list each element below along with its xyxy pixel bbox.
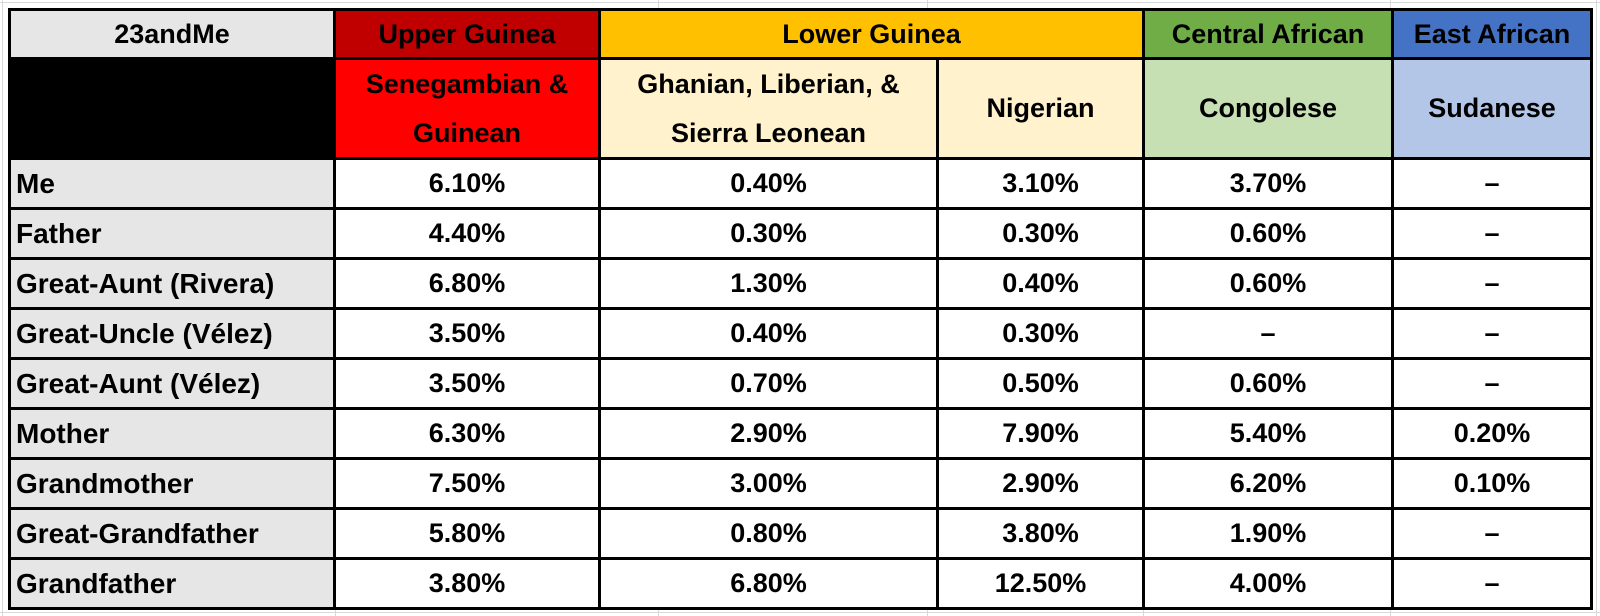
gridline-stub (927, 608, 928, 616)
row-label: Grandmother (8, 457, 336, 511)
value-cell: 0.10% (1391, 457, 1594, 511)
row-label: Great-Grandfather (8, 507, 336, 561)
gridline-stub (1390, 0, 1391, 8)
table-row: Grandmother 7.50% 3.00% 2.90% 6.20% 0.10… (8, 457, 1594, 511)
corner-cell (8, 56, 336, 161)
value-cell: – (1391, 507, 1594, 561)
gridline-bottom (0, 612, 1600, 613)
column-senegambian-guinean: Senegambian & Guinean (333, 56, 601, 161)
value-cell: – (1142, 307, 1395, 361)
value-cell: 1.30% (598, 257, 939, 311)
value-cell: 6.10% (333, 157, 601, 211)
value-cell: 1.90% (1142, 507, 1395, 561)
value-cell: 3.10% (935, 157, 1146, 211)
value-cell: 4.40% (333, 207, 601, 261)
value-cell: 2.90% (935, 457, 1146, 511)
region-east-african: East African (1391, 8, 1594, 60)
value-cell: 3.00% (598, 457, 939, 511)
value-cell: 0.40% (598, 307, 939, 361)
gridline-stub (658, 0, 659, 8)
column-congolese: Congolese (1142, 56, 1395, 161)
value-cell: 3.50% (333, 357, 601, 411)
table-row: Great-Aunt (Vélez) 3.50% 0.70% 0.50% 0.6… (8, 357, 1594, 411)
value-cell: – (1391, 357, 1594, 411)
row-label: Great-Uncle (Vélez) (8, 307, 336, 361)
value-cell: 0.50% (935, 357, 1146, 411)
value-cell: 6.20% (1142, 457, 1395, 511)
row-label: Great-Aunt (Vélez) (8, 357, 336, 411)
value-cell: – (1391, 157, 1594, 211)
value-cell: 3.50% (333, 307, 601, 361)
value-cell: 0.20% (1391, 407, 1594, 461)
value-cell: 6.30% (333, 407, 601, 461)
region-central-african: Central African (1142, 8, 1395, 60)
table-row: Mother 6.30% 2.90% 7.90% 5.40% 0.20% (8, 407, 1594, 461)
gridline-stub (335, 608, 336, 616)
value-cell: 0.60% (1142, 257, 1395, 311)
value-cell: 0.30% (935, 207, 1146, 261)
value-cell: 6.80% (598, 557, 939, 611)
value-cell: 12.50% (935, 557, 1146, 611)
row-label: Me (8, 157, 336, 211)
column-nigerian: Nigerian (935, 56, 1146, 161)
column-sudanese: Sudanese (1391, 56, 1594, 161)
gridline-stub (927, 0, 928, 8)
table-row: Father 4.40% 0.30% 0.30% 0.60% – (8, 207, 1594, 261)
table-row: Great-Grandfather 5.80% 0.80% 3.80% 1.90… (8, 507, 1594, 561)
value-cell: 0.30% (598, 207, 939, 261)
row-label: Great-Aunt (Rivera) (8, 257, 336, 311)
value-cell: 0.40% (935, 257, 1146, 311)
value-cell: – (1391, 257, 1594, 311)
value-cell: – (1391, 557, 1594, 611)
region-upper-guinea: Upper Guinea (333, 8, 601, 60)
table-row: Grandfather 3.80% 6.80% 12.50% 4.00% – (8, 557, 1594, 611)
subregion-header-row: Senegambian & Guinean Ghanian, Liberian,… (8, 56, 1594, 161)
value-cell: – (1391, 207, 1594, 261)
value-cell: 0.30% (935, 307, 1146, 361)
gridline-stub (658, 608, 659, 616)
value-cell: 3.80% (935, 507, 1146, 561)
value-cell: 0.60% (1142, 207, 1395, 261)
value-cell: 0.40% (598, 157, 939, 211)
region-group-header-row: 23andMe Upper Guinea Lower Guinea Centra… (8, 8, 1594, 60)
value-cell: 0.70% (598, 357, 939, 411)
table-row: Me 6.10% 0.40% 3.10% 3.70% – (8, 157, 1594, 211)
table-row: Great-Uncle (Vélez) 3.50% 0.40% 0.30% – … (8, 307, 1594, 361)
value-cell: 6.80% (333, 257, 601, 311)
gridline-stub (1143, 608, 1144, 616)
gridline-left (2, 0, 3, 616)
value-cell: 7.50% (333, 457, 601, 511)
value-cell: 3.80% (333, 557, 601, 611)
region-lower-guinea: Lower Guinea (597, 8, 1146, 60)
value-cell: 0.80% (598, 507, 939, 561)
column-ghanian-liberian-sierra: Ghanian, Liberian, & Sierra Leonean (598, 56, 939, 161)
value-cell: 5.40% (1142, 407, 1395, 461)
table-title: 23andMe (8, 8, 336, 60)
value-cell: 0.60% (1142, 357, 1395, 411)
value-cell: – (1391, 307, 1594, 361)
value-cell: 4.00% (1142, 557, 1395, 611)
value-cell: 2.90% (598, 407, 939, 461)
gridline-stub (1390, 608, 1391, 616)
gridline-top (0, 2, 1600, 3)
value-cell: 5.80% (333, 507, 601, 561)
row-label: Father (8, 207, 336, 261)
row-label: Grandfather (8, 557, 336, 611)
table-row: Great-Aunt (Rivera) 6.80% 1.30% 0.40% 0.… (8, 257, 1594, 311)
gridline-right (1596, 0, 1597, 616)
row-label: Mother (8, 407, 336, 461)
ancestry-table: 23andMe Upper Guinea Lower Guinea Centra… (8, 8, 1594, 611)
value-cell: 3.70% (1142, 157, 1395, 211)
value-cell: 7.90% (935, 407, 1146, 461)
